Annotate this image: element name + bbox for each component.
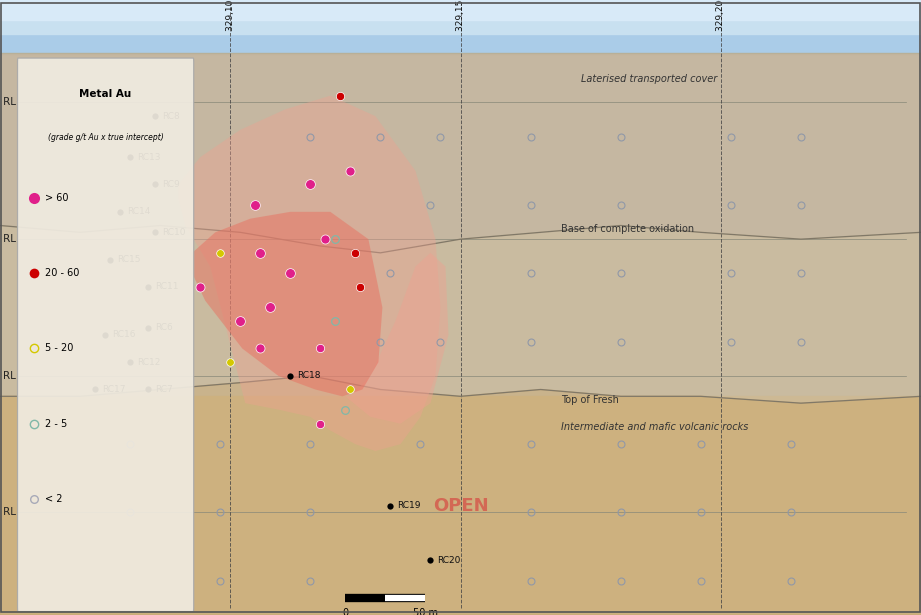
Text: 380m RL: 380m RL bbox=[0, 507, 16, 517]
Text: 0: 0 bbox=[343, 608, 348, 615]
Polygon shape bbox=[192, 212, 382, 396]
Text: RC8: RC8 bbox=[162, 112, 180, 121]
Text: < 2: < 2 bbox=[45, 494, 63, 504]
Text: 50 m: 50 m bbox=[413, 608, 438, 615]
Text: RC12: RC12 bbox=[137, 358, 160, 367]
Text: RC18: RC18 bbox=[297, 371, 321, 380]
Text: RC9: RC9 bbox=[162, 180, 180, 189]
Text: Metal Au: Metal Au bbox=[79, 89, 132, 99]
Text: 5 - 20: 5 - 20 bbox=[45, 344, 74, 354]
Text: 2 - 5: 2 - 5 bbox=[45, 419, 67, 429]
Text: Laterised transported cover: Laterised transported cover bbox=[580, 74, 717, 84]
Text: 420m RL: 420m RL bbox=[0, 234, 16, 244]
Text: RC11: RC11 bbox=[155, 282, 179, 292]
Polygon shape bbox=[178, 96, 440, 451]
Bar bbox=[0, 0, 921, 55]
Text: 329,100m E: 329,100m E bbox=[226, 0, 235, 31]
Text: 20 - 60: 20 - 60 bbox=[45, 268, 79, 279]
Text: 400m RL: 400m RL bbox=[0, 371, 16, 381]
Text: (grade g/t Au x true intercept): (grade g/t Au x true intercept) bbox=[48, 133, 164, 142]
Text: Intermediate and mafic volcanic rocks: Intermediate and mafic volcanic rocks bbox=[561, 422, 748, 432]
Text: RC6: RC6 bbox=[155, 323, 173, 333]
FancyBboxPatch shape bbox=[17, 58, 193, 611]
Text: RC17: RC17 bbox=[102, 385, 125, 394]
Text: RC7: RC7 bbox=[155, 385, 173, 394]
Text: RC14: RC14 bbox=[127, 207, 150, 216]
Text: Base of complete oxidation: Base of complete oxidation bbox=[561, 224, 694, 234]
Text: RC19: RC19 bbox=[398, 501, 421, 510]
Bar bbox=[0, 53, 921, 65]
Text: OPEN: OPEN bbox=[433, 497, 488, 515]
Text: RC10: RC10 bbox=[162, 228, 186, 237]
Bar bbox=[0, 0, 921, 34]
Text: 329,200m E: 329,200m E bbox=[717, 0, 725, 31]
Text: 440m RL: 440m RL bbox=[0, 98, 16, 108]
Bar bbox=[0, 0, 921, 20]
Text: RC16: RC16 bbox=[112, 330, 135, 339]
Text: RC13: RC13 bbox=[137, 153, 160, 162]
Text: 329,150m E: 329,150m E bbox=[456, 0, 465, 31]
Bar bbox=[0, 396, 921, 615]
Text: RC20: RC20 bbox=[437, 556, 460, 565]
Text: Top of Fresh: Top of Fresh bbox=[561, 395, 619, 405]
Text: RC15: RC15 bbox=[117, 255, 141, 264]
Polygon shape bbox=[345, 253, 449, 424]
Bar bbox=[0, 55, 921, 444]
Text: > 60: > 60 bbox=[45, 193, 68, 203]
